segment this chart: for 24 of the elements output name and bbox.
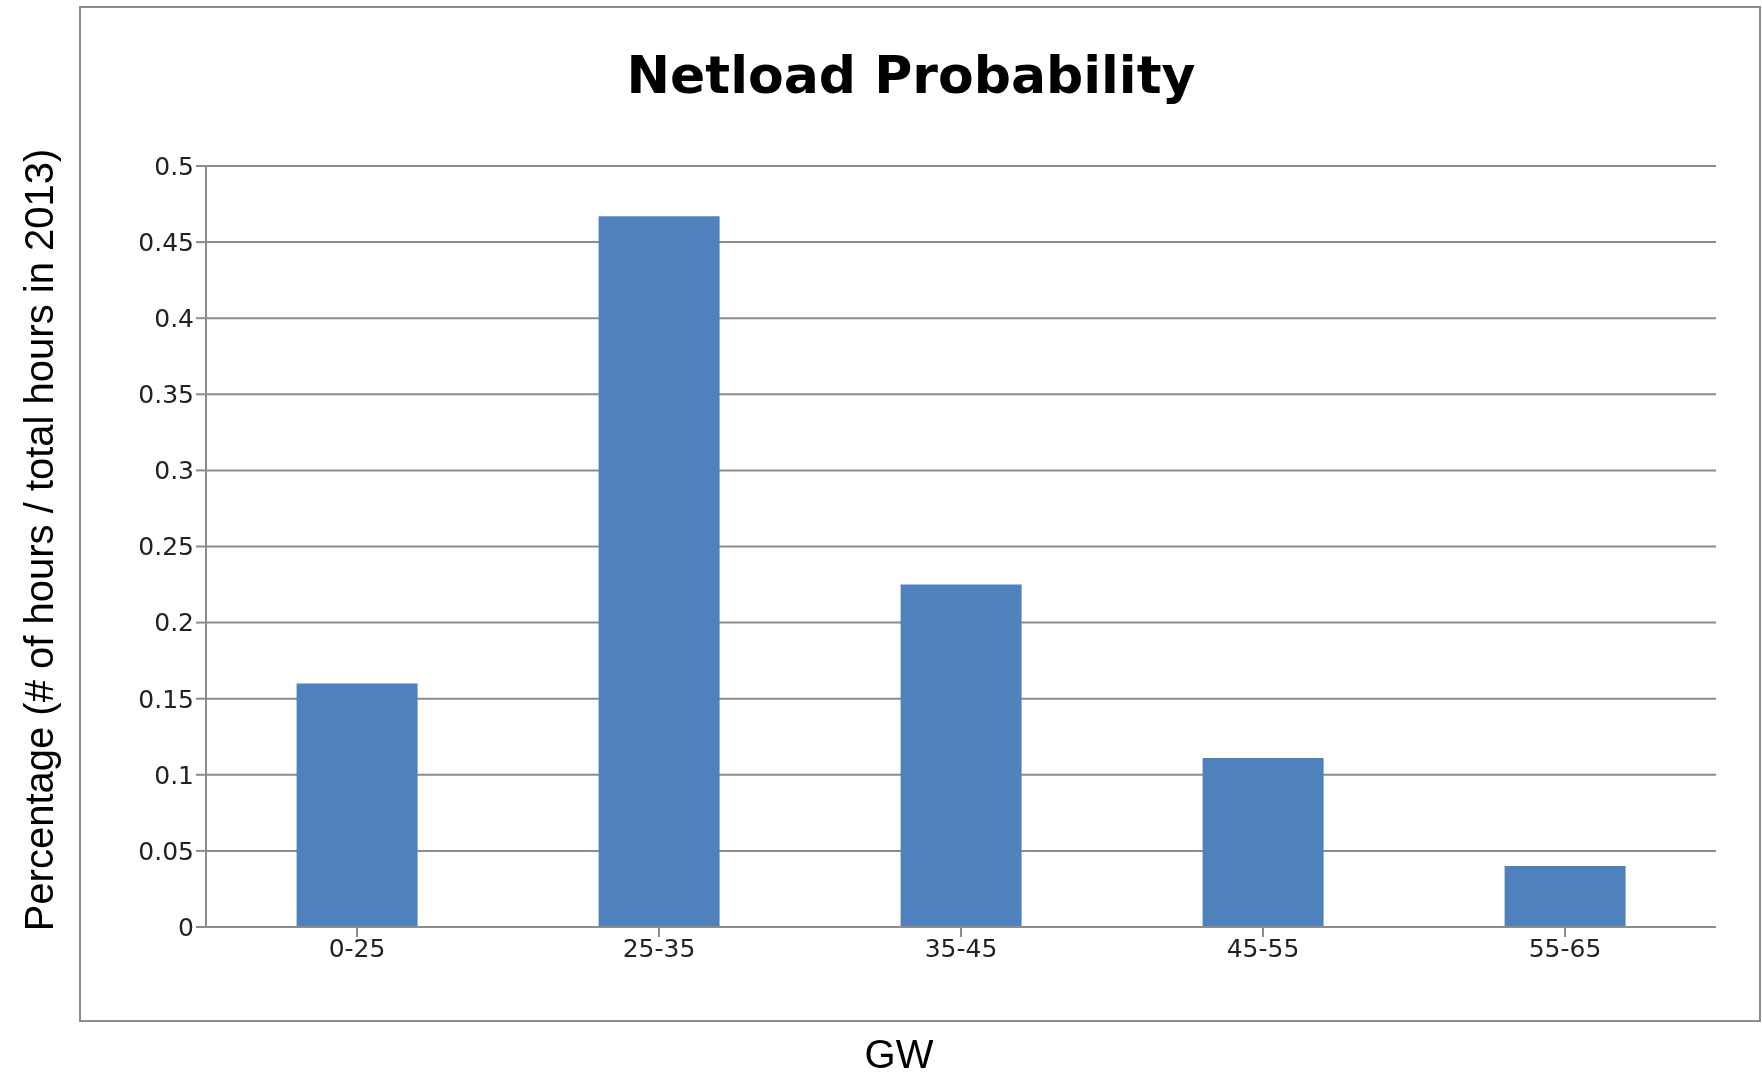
- y-tick-label: 0.3: [154, 456, 194, 486]
- bar: [1504, 866, 1626, 927]
- bar: [296, 683, 418, 927]
- y-tick-label: 0.05: [138, 836, 194, 866]
- chart-title: Netload Probability: [625, 45, 1197, 105]
- x-tick-label: 0-25: [328, 933, 386, 963]
- y-tick-label: 0.15: [138, 684, 194, 714]
- x-tick-label: 45-55: [1226, 933, 1300, 963]
- y-tick-label: 0.2: [154, 608, 194, 638]
- y-tick-label: 0.25: [138, 532, 194, 562]
- y-axis-title: Percentage (# of hours / total hours in 2013): [16, 148, 62, 932]
- x-tick-label: 35-45: [924, 933, 998, 963]
- y-tick-label: 0: [178, 912, 194, 942]
- bar: [598, 216, 720, 927]
- y-tick-label: 0.45: [138, 227, 194, 257]
- y-tick-label: 0.1: [154, 760, 194, 790]
- x-tick-label: 55-65: [1528, 933, 1602, 963]
- y-tick-label: 0.5: [154, 151, 194, 181]
- x-axis-title: GW: [864, 1031, 934, 1076]
- bar: [900, 584, 1022, 927]
- x-tick-label: 25-35: [622, 933, 696, 963]
- bar: [1202, 758, 1324, 927]
- y-tick-label: 0.35: [138, 380, 194, 410]
- y-tick-label: 0.4: [154, 304, 194, 334]
